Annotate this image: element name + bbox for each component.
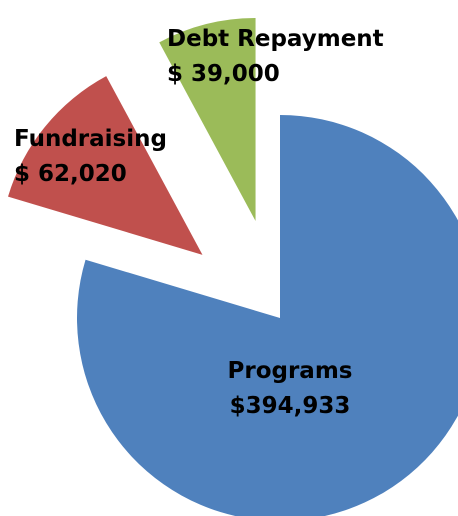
slice-label: Fundraising bbox=[14, 126, 167, 152]
pie-slice bbox=[77, 115, 458, 516]
slice-label: Debt Repayment bbox=[167, 26, 384, 52]
pie-slice bbox=[8, 76, 203, 255]
slice-value: $ 62,020 bbox=[14, 161, 127, 187]
slice-value: $394,933 bbox=[230, 393, 351, 419]
slice-value: $ 39,000 bbox=[167, 61, 280, 87]
slice-label: Programs bbox=[228, 358, 353, 384]
pie-slice bbox=[159, 18, 256, 222]
